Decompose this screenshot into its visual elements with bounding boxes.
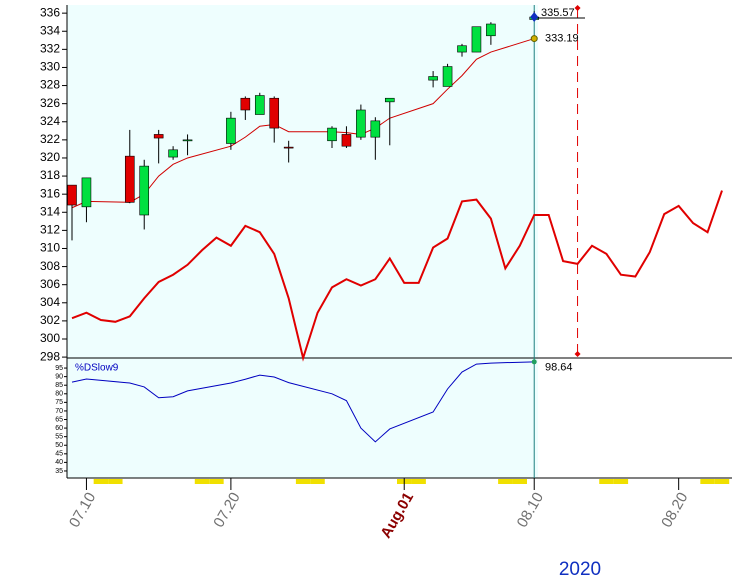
- indicator-tick-label: 50: [55, 442, 63, 449]
- indicator-tick-label: 40: [55, 459, 63, 466]
- candle-body: [370, 120, 381, 138]
- indicator-line: [71, 361, 535, 443]
- last-price-marker: [530, 12, 539, 23]
- y-tick-label: 334: [40, 23, 60, 37]
- y-tick-label: 314: [40, 204, 60, 218]
- weekend-marker: [310, 479, 325, 484]
- candle-body: [486, 23, 496, 37]
- price-line: [71, 190, 723, 362]
- candle-body: [139, 165, 150, 216]
- cursor-marker: [574, 5, 581, 11]
- weekend-marker: [599, 479, 614, 484]
- candle-body: [428, 76, 438, 81]
- last-indicator-label: 98.64: [545, 362, 573, 374]
- cursor-marker: [574, 351, 581, 357]
- indicator-tick-label: 35: [55, 468, 63, 475]
- y-tick-label: 304: [40, 295, 60, 309]
- weekend-marker: [295, 479, 311, 484]
- candle-body: [67, 184, 77, 206]
- indicator-tick-label: 90: [55, 373, 63, 380]
- candle-body: [384, 97, 395, 103]
- y-tick-label: 322: [40, 132, 60, 146]
- candle-body: [442, 66, 453, 87]
- weekend-marker: [714, 479, 730, 484]
- last-indicator-marker: [531, 359, 537, 365]
- indicator-tick-label: 65: [55, 416, 63, 423]
- weekend-marker: [613, 479, 629, 484]
- weekend-marker: [209, 479, 224, 484]
- weekend-marker: [512, 479, 527, 484]
- weekend-marker: [411, 479, 426, 484]
- y-tick-label: 312: [40, 223, 60, 237]
- y-tick-label: 328: [40, 78, 60, 92]
- x-tick-label: 08.20: [658, 489, 691, 530]
- y-tick-label: 306: [40, 277, 60, 291]
- weekend-marker: [93, 479, 109, 484]
- candle-body: [153, 134, 164, 139]
- x-tick-label: 08.10: [514, 489, 547, 530]
- candle-body: [168, 149, 178, 158]
- history-background: [67, 5, 538, 478]
- y-tick-label: 330: [40, 60, 60, 74]
- indicator-name: %DSlow9: [75, 363, 119, 374]
- last-price-label: 335.57: [541, 7, 575, 19]
- candle-body: [471, 26, 482, 53]
- candle-body: [356, 109, 366, 138]
- y-tick-label: 300: [40, 331, 60, 345]
- x-tick-label: 07.20: [210, 489, 243, 530]
- indicator-tick-label: 70: [55, 408, 63, 415]
- y-tick-label: 332: [40, 42, 60, 56]
- y-tick-label: 326: [40, 96, 60, 110]
- weekend-marker: [498, 479, 513, 484]
- indicator-tick-label: 45: [55, 451, 63, 458]
- y-tick-label: 316: [40, 186, 60, 200]
- candle-body: [341, 134, 352, 147]
- indicator-tick-label: 55: [55, 434, 63, 441]
- last-ma-label: 333.19: [545, 32, 579, 44]
- y-tick-label: 298: [40, 349, 60, 363]
- last-ma-marker: [530, 35, 538, 43]
- moving-average: [71, 38, 535, 209]
- weekend-marker: [700, 479, 715, 484]
- candle-body: [283, 146, 294, 149]
- candle-body: [81, 177, 92, 208]
- candle-body: [327, 127, 337, 142]
- candle-body: [254, 95, 265, 115]
- y-tick-label: 320: [40, 150, 60, 164]
- indicator-tick-label: 75: [55, 399, 63, 406]
- y-tick-label: 308: [40, 259, 60, 273]
- weekend-marker: [108, 479, 123, 484]
- indicator-tick-label: 85: [55, 382, 63, 389]
- y-tick-label: 302: [40, 313, 60, 327]
- y-tick-label: 310: [40, 241, 60, 255]
- candle-body: [182, 139, 193, 142]
- year-label: 2020: [559, 559, 601, 580]
- indicator-tick-label: 95: [55, 365, 63, 372]
- candle-body: [457, 45, 467, 53]
- candle-body: [269, 97, 280, 129]
- x-tick-label: 07.10: [66, 489, 99, 530]
- y-tick-label: 324: [40, 114, 60, 128]
- y-tick-label: 336: [40, 5, 60, 19]
- y-tick-label: 318: [40, 168, 60, 182]
- indicator-tick-label: 60: [55, 425, 63, 432]
- candle-body: [240, 97, 251, 111]
- x-tick-label: Aug.01: [377, 489, 417, 541]
- weekend-marker: [194, 479, 210, 484]
- candle-body: [226, 117, 236, 144]
- indicator-tick-label: 80: [55, 391, 63, 398]
- candle-body: [124, 155, 135, 203]
